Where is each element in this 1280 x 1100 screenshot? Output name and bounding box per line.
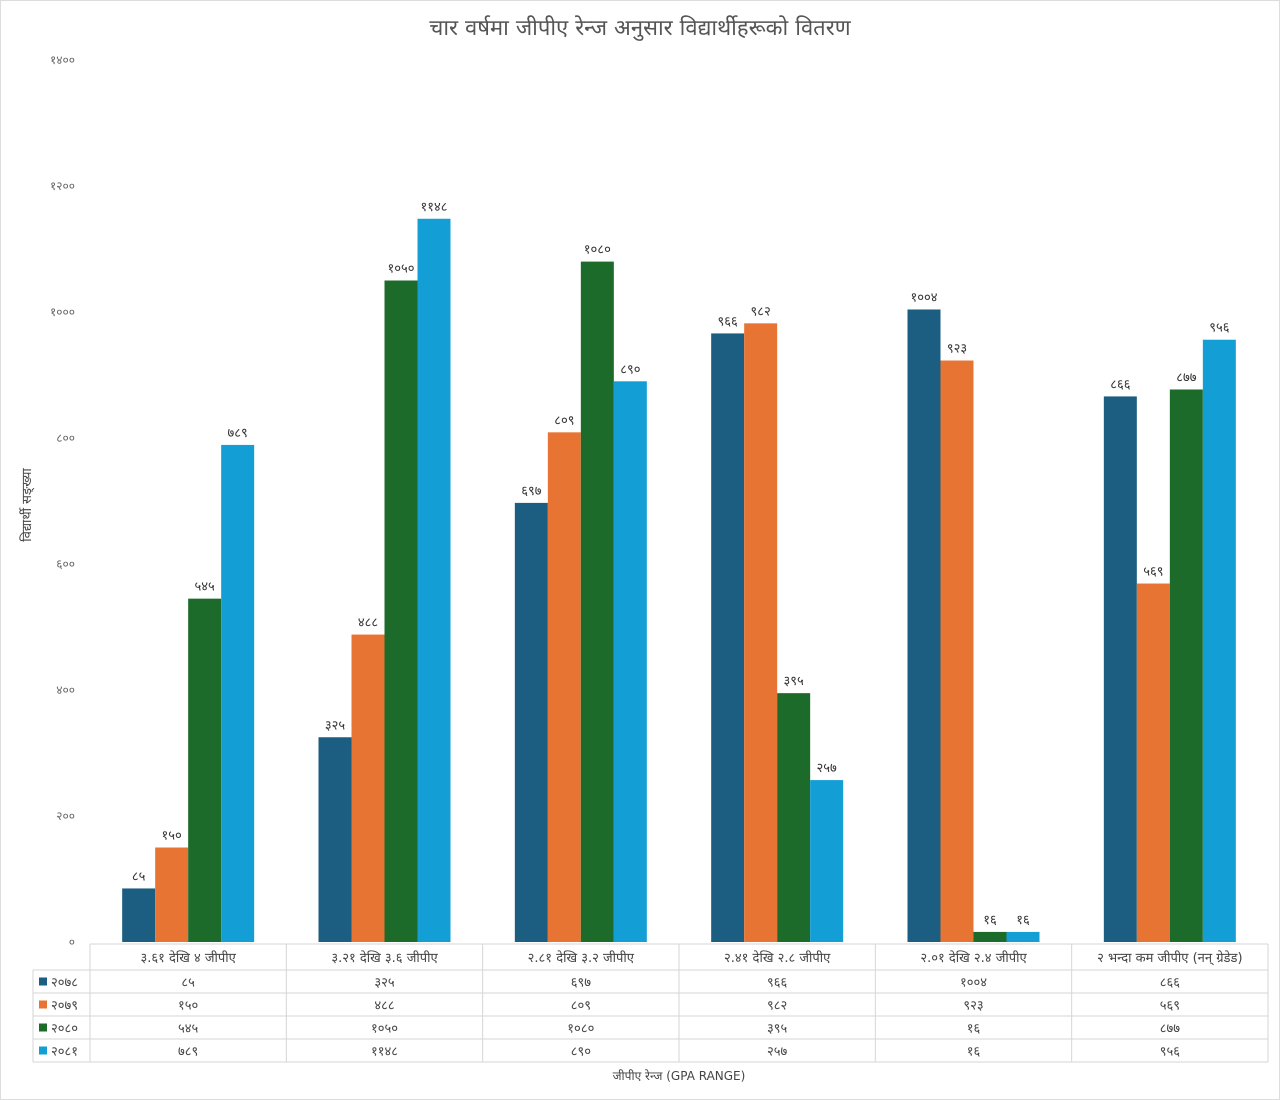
table-cell: ३२५ — [374, 976, 395, 991]
table-cell: ११४८ — [371, 1045, 398, 1060]
bar — [318, 737, 352, 942]
y-tick-label: ६०० — [56, 557, 75, 571]
table-cell: ९६६ — [767, 976, 788, 991]
y-tick-label: २०० — [56, 809, 75, 823]
table-cell: १०५० — [371, 1022, 398, 1037]
table-cell: ५४५ — [178, 1022, 199, 1037]
table-cell: ८०९ — [571, 999, 591, 1014]
data-label: ११४८ — [420, 200, 447, 215]
data-label: १०५० — [387, 262, 414, 277]
legend-key — [39, 1000, 47, 1009]
legend-key — [39, 1046, 47, 1055]
data-label: १६ — [983, 913, 997, 928]
data-label: ९६६ — [718, 314, 739, 329]
bar — [973, 931, 1007, 942]
data-label: ९५६ — [1209, 321, 1230, 336]
bar — [711, 333, 745, 942]
bar — [384, 280, 418, 942]
bar — [1103, 396, 1137, 942]
table-cell: १५० — [178, 999, 198, 1014]
table-cell: ३९५ — [767, 1022, 788, 1037]
data-label: ८९० — [620, 362, 640, 377]
data-label: ८५ — [132, 869, 146, 884]
table-cell: १६ — [967, 1022, 981, 1037]
table-cell: १००४ — [960, 976, 987, 991]
y-tick-label: १००० — [50, 305, 75, 319]
table-cell: ५६९ — [1160, 999, 1180, 1014]
bar — [613, 381, 647, 942]
bar — [1006, 931, 1040, 942]
category-label: २.०१ देखि २.४ जीपीए — [920, 950, 1027, 966]
bar — [744, 323, 778, 943]
y-tick-label: ८०० — [56, 431, 75, 445]
data-label: १६ — [1016, 913, 1030, 928]
data-label: ५६९ — [1143, 565, 1163, 580]
table-cell: ४८८ — [374, 999, 395, 1014]
bar — [1202, 339, 1236, 943]
table-cell: २५७ — [767, 1045, 788, 1060]
table-cell: ८६६ — [1160, 976, 1181, 991]
table-cell: १०८० — [567, 1022, 594, 1037]
table-cell: ८७७ — [1160, 1022, 1181, 1037]
y-tick-label: १२०० — [50, 179, 75, 193]
legend-label: २०८१ — [51, 1045, 78, 1060]
data-label: ८७७ — [1176, 370, 1197, 385]
data-label: ६९७ — [521, 484, 542, 499]
data-label: ३२५ — [325, 718, 346, 733]
bar — [810, 780, 844, 942]
data-label: १०८० — [584, 243, 611, 258]
data-label: १५० — [162, 829, 182, 844]
bar — [940, 360, 974, 942]
legend-key — [39, 977, 47, 986]
table-cell: ७८९ — [178, 1045, 198, 1060]
category-label: २.४१ देखि २.८ जीपीए — [724, 950, 831, 966]
bar — [417, 218, 451, 942]
data-label: ३९५ — [784, 674, 805, 689]
category-label: २ भन्दा कम जीपीए (नन् ग्रेडेड) — [1097, 950, 1242, 966]
category-label: ३.६१ देखि ४ जीपीए — [140, 950, 236, 966]
chart-title: चार वर्षमा जीपीए रेन्ज अनुसार विद्यार्थी… — [429, 16, 851, 41]
bar — [188, 598, 222, 942]
legend-label: २०७९ — [51, 999, 78, 1014]
bar — [514, 502, 548, 942]
table-cell: ९५६ — [1160, 1045, 1181, 1060]
data-label: ९८२ — [751, 304, 771, 319]
bar — [777, 693, 811, 942]
legend-key — [39, 1023, 47, 1032]
bar — [580, 261, 614, 943]
bar — [155, 847, 189, 942]
y-tick-label: ० — [69, 935, 75, 949]
bar — [122, 888, 156, 942]
data-label: ९२३ — [947, 342, 967, 357]
y-tick-label: १४०० — [50, 53, 75, 67]
category-label: २.८१ देखि ३.२ जीपीए — [528, 950, 635, 966]
table-cell: ६९७ — [571, 976, 592, 991]
bar — [907, 309, 941, 943]
bar — [1169, 389, 1203, 942]
table-cell: ९८२ — [767, 999, 787, 1014]
legend-label: २०७८ — [51, 976, 78, 991]
table-cell: ८५ — [181, 976, 195, 991]
data-label: ५४५ — [195, 580, 216, 595]
bar — [221, 444, 255, 942]
table-cell: ८९० — [571, 1045, 591, 1060]
table-cell: १६ — [967, 1045, 981, 1060]
y-tick-label: ४०० — [56, 683, 75, 697]
bar — [1136, 583, 1170, 942]
data-label: ८६६ — [1110, 377, 1131, 392]
table-cell: ९२३ — [963, 999, 983, 1014]
data-label: २५७ — [817, 761, 838, 776]
data-label: १००४ — [910, 290, 937, 305]
x-axis-title: जीपीए रेन्ज (GPA RANGE) — [612, 1069, 746, 1083]
bar — [351, 634, 385, 942]
data-label: ४८८ — [358, 616, 379, 631]
data-label: ८०९ — [554, 413, 574, 428]
data-label: ७८९ — [228, 426, 248, 441]
category-label: ३.२१ देखि ३.६ जीपीए — [331, 950, 438, 966]
legend-label: २०८० — [51, 1022, 78, 1037]
bar — [547, 432, 581, 942]
